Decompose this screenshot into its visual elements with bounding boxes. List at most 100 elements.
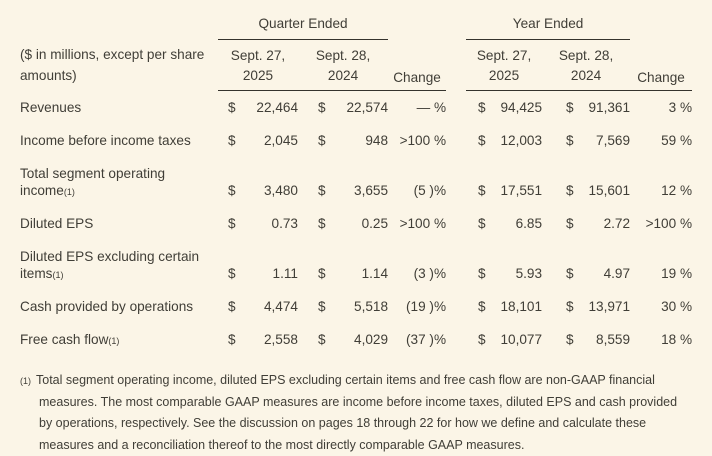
cell-y2024: 2.72	[603, 216, 631, 232]
cell-q2025: 2,558	[263, 331, 298, 347]
cell-y2024: 15,601	[588, 183, 631, 199]
spacer	[446, 323, 466, 356]
currency-symbol: $	[566, 183, 574, 199]
currency-symbol: $	[478, 100, 486, 116]
table-row-revenues: Revenues $ 22,464 $ 22,574 — % $ 94,425 …	[18, 91, 692, 124]
cell-q-change: (5 )%	[413, 183, 447, 199]
cell-y2024: 13,971	[588, 299, 631, 315]
currency-symbol: $	[228, 133, 236, 149]
currency-symbol: $	[318, 216, 326, 232]
table-row-diluted-eps-excluding-items: Diluted EPS excluding certain items(1) $…	[18, 240, 692, 290]
cell-q2024: 5,518	[354, 299, 389, 315]
table-row-income-before-taxes: Income before income taxes $ 2,045 $ 948…	[18, 124, 692, 157]
currency-symbol: $	[566, 100, 574, 116]
currency-symbol: $	[228, 266, 236, 282]
currency-symbol: $	[566, 216, 574, 232]
currency-symbol: $	[318, 299, 326, 315]
row-label: Total segment operating income(1)	[20, 165, 166, 199]
currency-symbol: $	[478, 183, 486, 199]
cell-y-change: 3 %	[668, 100, 693, 116]
cell-q2025: 4,474	[263, 299, 298, 315]
currency-symbol: $	[566, 299, 574, 315]
cell-q2024: 3,655	[354, 183, 389, 199]
currency-symbol: $	[478, 133, 486, 149]
cell-y2025: 5.93	[515, 266, 543, 282]
col-header-q-change: Change	[388, 39, 447, 92]
col-header-y2024: Sept. 28, 2024	[542, 39, 631, 92]
cell-q-change: (37 )%	[406, 331, 447, 347]
cell-y-change: >100 %	[645, 216, 693, 232]
currency-symbol: $	[566, 266, 574, 282]
currency-symbol: $	[228, 100, 236, 116]
cell-y2025: 10,077	[500, 331, 543, 347]
cell-q2024: 22,574	[346, 100, 389, 116]
quarter-ended-header: Quarter Ended	[218, 10, 389, 40]
cell-q2025: 3,480	[263, 183, 298, 199]
col-header-y-change: Change	[630, 39, 693, 92]
currency-symbol: $	[228, 216, 236, 232]
currency-symbol: $	[318, 133, 326, 149]
spacer	[446, 240, 466, 290]
cell-y2025: 94,425	[500, 100, 543, 116]
spacer	[446, 207, 466, 240]
currency-symbol: $	[566, 133, 574, 149]
col-header-q2025: Sept. 27, 2025	[218, 39, 298, 92]
currency-symbol: $	[478, 331, 486, 347]
cell-q-change: >100 %	[399, 216, 447, 232]
row-label: Free cash flow(1)	[20, 331, 120, 347]
cell-y-change: 19 %	[661, 266, 693, 282]
currency-symbol: $	[228, 299, 236, 315]
cell-y-change: 30 %	[661, 299, 693, 315]
table-row-cash-from-operations: Cash provided by operations $ 4,474 $ 5,…	[18, 290, 692, 323]
cell-y2024: 8,559	[596, 331, 631, 347]
footnote-ref: (1)	[108, 335, 120, 346]
col-header-q2024: Sept. 28, 2024	[298, 39, 389, 92]
cell-q2025: 22,464	[256, 100, 298, 116]
cell-y2025: 18,101	[500, 299, 543, 315]
currency-symbol: $	[318, 183, 326, 199]
row-label: Cash provided by operations	[20, 299, 194, 315]
row-label: Diluted EPS excluding certain items(1)	[20, 248, 200, 282]
spacer	[446, 157, 466, 207]
cell-y-change: 59 %	[661, 133, 693, 149]
spacer	[446, 290, 466, 323]
currency-symbol: $	[318, 331, 326, 347]
currency-symbol: $	[318, 266, 326, 282]
column-header-row: Sept. 27, 2025 Sept. 28, 2024 Change Sep…	[18, 39, 693, 92]
cell-q2025: 0.73	[271, 216, 298, 232]
group-header-row: ($ in millions, except per share amounts…	[18, 10, 692, 83]
cell-q2024: 1.14	[361, 266, 389, 282]
table-row-segment-operating-income: Total segment operating income(1) $ 3,48…	[18, 157, 692, 207]
footnote-marker: (1)	[20, 376, 31, 387]
cell-q2024: 0.25	[361, 216, 389, 232]
spacer	[630, 10, 692, 40]
cell-y2024: 91,361	[588, 100, 631, 116]
footnote-ref: (1)	[52, 270, 64, 281]
footnote: (1) Total segment operating income, dilut…	[20, 370, 690, 456]
row-label: Revenues	[20, 100, 82, 116]
spacer	[446, 10, 466, 40]
cell-q2024: 948	[365, 133, 389, 149]
cell-q2024: 4,029	[354, 331, 389, 347]
currency-symbol: $	[478, 266, 486, 282]
cell-q2025: 2,045	[263, 133, 298, 149]
cell-y2025: 6.85	[515, 216, 543, 232]
table-caption: ($ in millions, except per share amounts…	[20, 46, 205, 83]
currency-symbol: $	[478, 299, 486, 315]
cell-q-change: >100 %	[399, 133, 447, 149]
cell-q-change: (3 )%	[413, 266, 447, 282]
financial-summary-table: ($ in millions, except per share amounts…	[18, 10, 693, 356]
table-row-free-cash-flow: Free cash flow(1) $ 2,558 $ 4,029 (37 )%…	[18, 323, 692, 356]
currency-symbol: $	[228, 183, 236, 199]
currency-symbol: $	[318, 100, 326, 116]
cell-y2025: 17,551	[500, 183, 543, 199]
cell-y2024: 7,569	[596, 133, 631, 149]
spacer	[446, 91, 466, 124]
spacer	[446, 40, 466, 91]
cell-y-change: 12 %	[661, 183, 693, 199]
table-row-diluted-eps: Diluted EPS $ 0.73 $ 0.25 >100 % $ 6.85 …	[18, 207, 692, 240]
spacer	[388, 10, 446, 40]
row-label: Income before income taxes	[20, 133, 191, 149]
cell-y-change: 18 %	[661, 331, 693, 347]
